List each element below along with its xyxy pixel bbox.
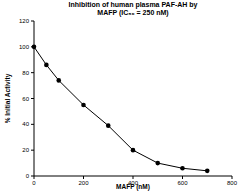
x-tick: [34, 176, 35, 179]
x-tick-label: 0: [32, 180, 36, 186]
y-tick-label: 120: [19, 18, 30, 24]
y-axis-label: % Initial Activity: [4, 73, 12, 123]
data-point: [106, 123, 111, 128]
y-tick-label: 0: [26, 173, 30, 179]
y-tick-label: 100: [19, 44, 30, 50]
y-tick-label: 80: [22, 70, 29, 76]
y-tick-label: 60: [22, 96, 29, 102]
y-tick: [31, 72, 34, 73]
data-point: [44, 63, 49, 68]
x-tick: [83, 176, 84, 179]
y-tick: [31, 21, 34, 22]
data-point: [32, 45, 37, 50]
data-point: [81, 103, 86, 108]
x-tick: [232, 176, 233, 179]
y-tick-label: 40: [22, 121, 29, 127]
x-axis-label: MAFP (nM): [116, 183, 150, 191]
x-tick-label: 600: [177, 180, 188, 186]
data-point: [155, 161, 160, 166]
data-point: [56, 78, 61, 83]
y-tick: [31, 98, 34, 99]
x-tick-label: 800: [227, 180, 238, 186]
data-point: [205, 169, 210, 174]
y-tick-label: 20: [22, 147, 29, 153]
title: Inhibition of human plasma PAF-AH by: [69, 1, 198, 9]
x-tick: [182, 176, 183, 179]
y-tick: [31, 124, 34, 125]
x-tick-label: 200: [78, 180, 89, 186]
y-tick: [31, 150, 34, 151]
data-point: [180, 166, 185, 171]
x-tick: [133, 176, 134, 179]
data-point: [131, 148, 136, 153]
title: MAFP (IC₅₀ = 250 nM): [97, 9, 168, 17]
data-line: [34, 47, 207, 171]
chart: Inhibition of human plasma PAF-AH byMAFP…: [0, 0, 243, 192]
chart-container: Inhibition of human plasma PAF-AH byMAFP…: [0, 0, 243, 192]
plot-area: [32, 45, 210, 174]
